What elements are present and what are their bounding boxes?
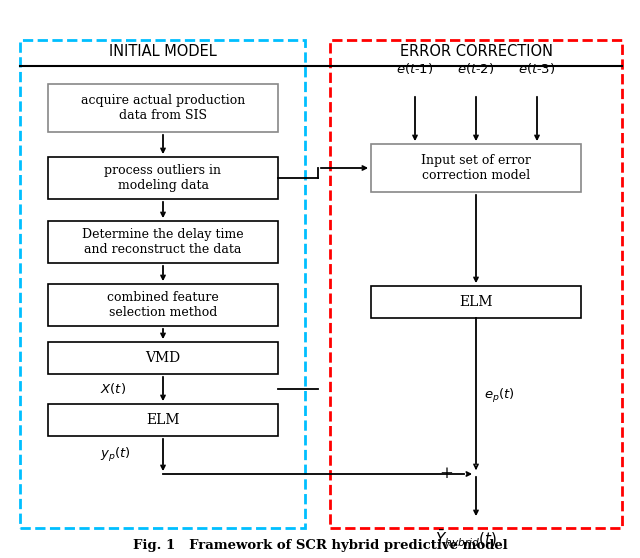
Text: $e(t$-$3)$: $e(t$-$3)$ — [518, 61, 556, 76]
Bar — [48, 342, 278, 374]
Text: acquire actual production
data from SIS: acquire actual production data from SIS — [81, 94, 245, 122]
Text: $e_p(t)$: $e_p(t)$ — [484, 387, 515, 405]
Bar — [371, 144, 581, 192]
Text: +: + — [439, 465, 453, 483]
Bar — [48, 221, 278, 263]
Text: $\bar{Y}_{hybrid}(t)$: $\bar{Y}_{hybrid}(t)$ — [435, 527, 497, 551]
Text: $X(t)$: $X(t)$ — [100, 382, 127, 397]
Text: $e(t$-$2)$: $e(t$-$2)$ — [458, 61, 495, 76]
Bar — [48, 404, 278, 436]
Text: process outliers in
modeling data: process outliers in modeling data — [104, 164, 221, 192]
Text: $e(t$-$1)$: $e(t$-$1)$ — [396, 61, 434, 76]
Bar — [48, 84, 278, 132]
Bar — [48, 157, 278, 199]
Text: VMD: VMD — [145, 351, 180, 365]
Bar — [48, 284, 278, 326]
Bar — [330, 40, 622, 528]
Text: ELM: ELM — [147, 413, 180, 427]
Text: INITIAL MODEL: INITIAL MODEL — [109, 45, 217, 60]
Text: ERROR CORRECTION: ERROR CORRECTION — [399, 45, 552, 60]
Text: Determine the delay time
and reconstruct the data: Determine the delay time and reconstruct… — [82, 228, 244, 256]
Text: ELM: ELM — [460, 295, 493, 309]
Text: $y_p(t)$: $y_p(t)$ — [100, 446, 131, 464]
Bar — [20, 40, 305, 528]
Text: combined feature
selection method: combined feature selection method — [107, 291, 219, 319]
Text: Input set of error
correction model: Input set of error correction model — [421, 154, 531, 182]
Text: Fig. 1   Framework of SCR hybrid predictive model: Fig. 1 Framework of SCR hybrid predictiv… — [132, 538, 508, 551]
Bar — [371, 286, 581, 318]
